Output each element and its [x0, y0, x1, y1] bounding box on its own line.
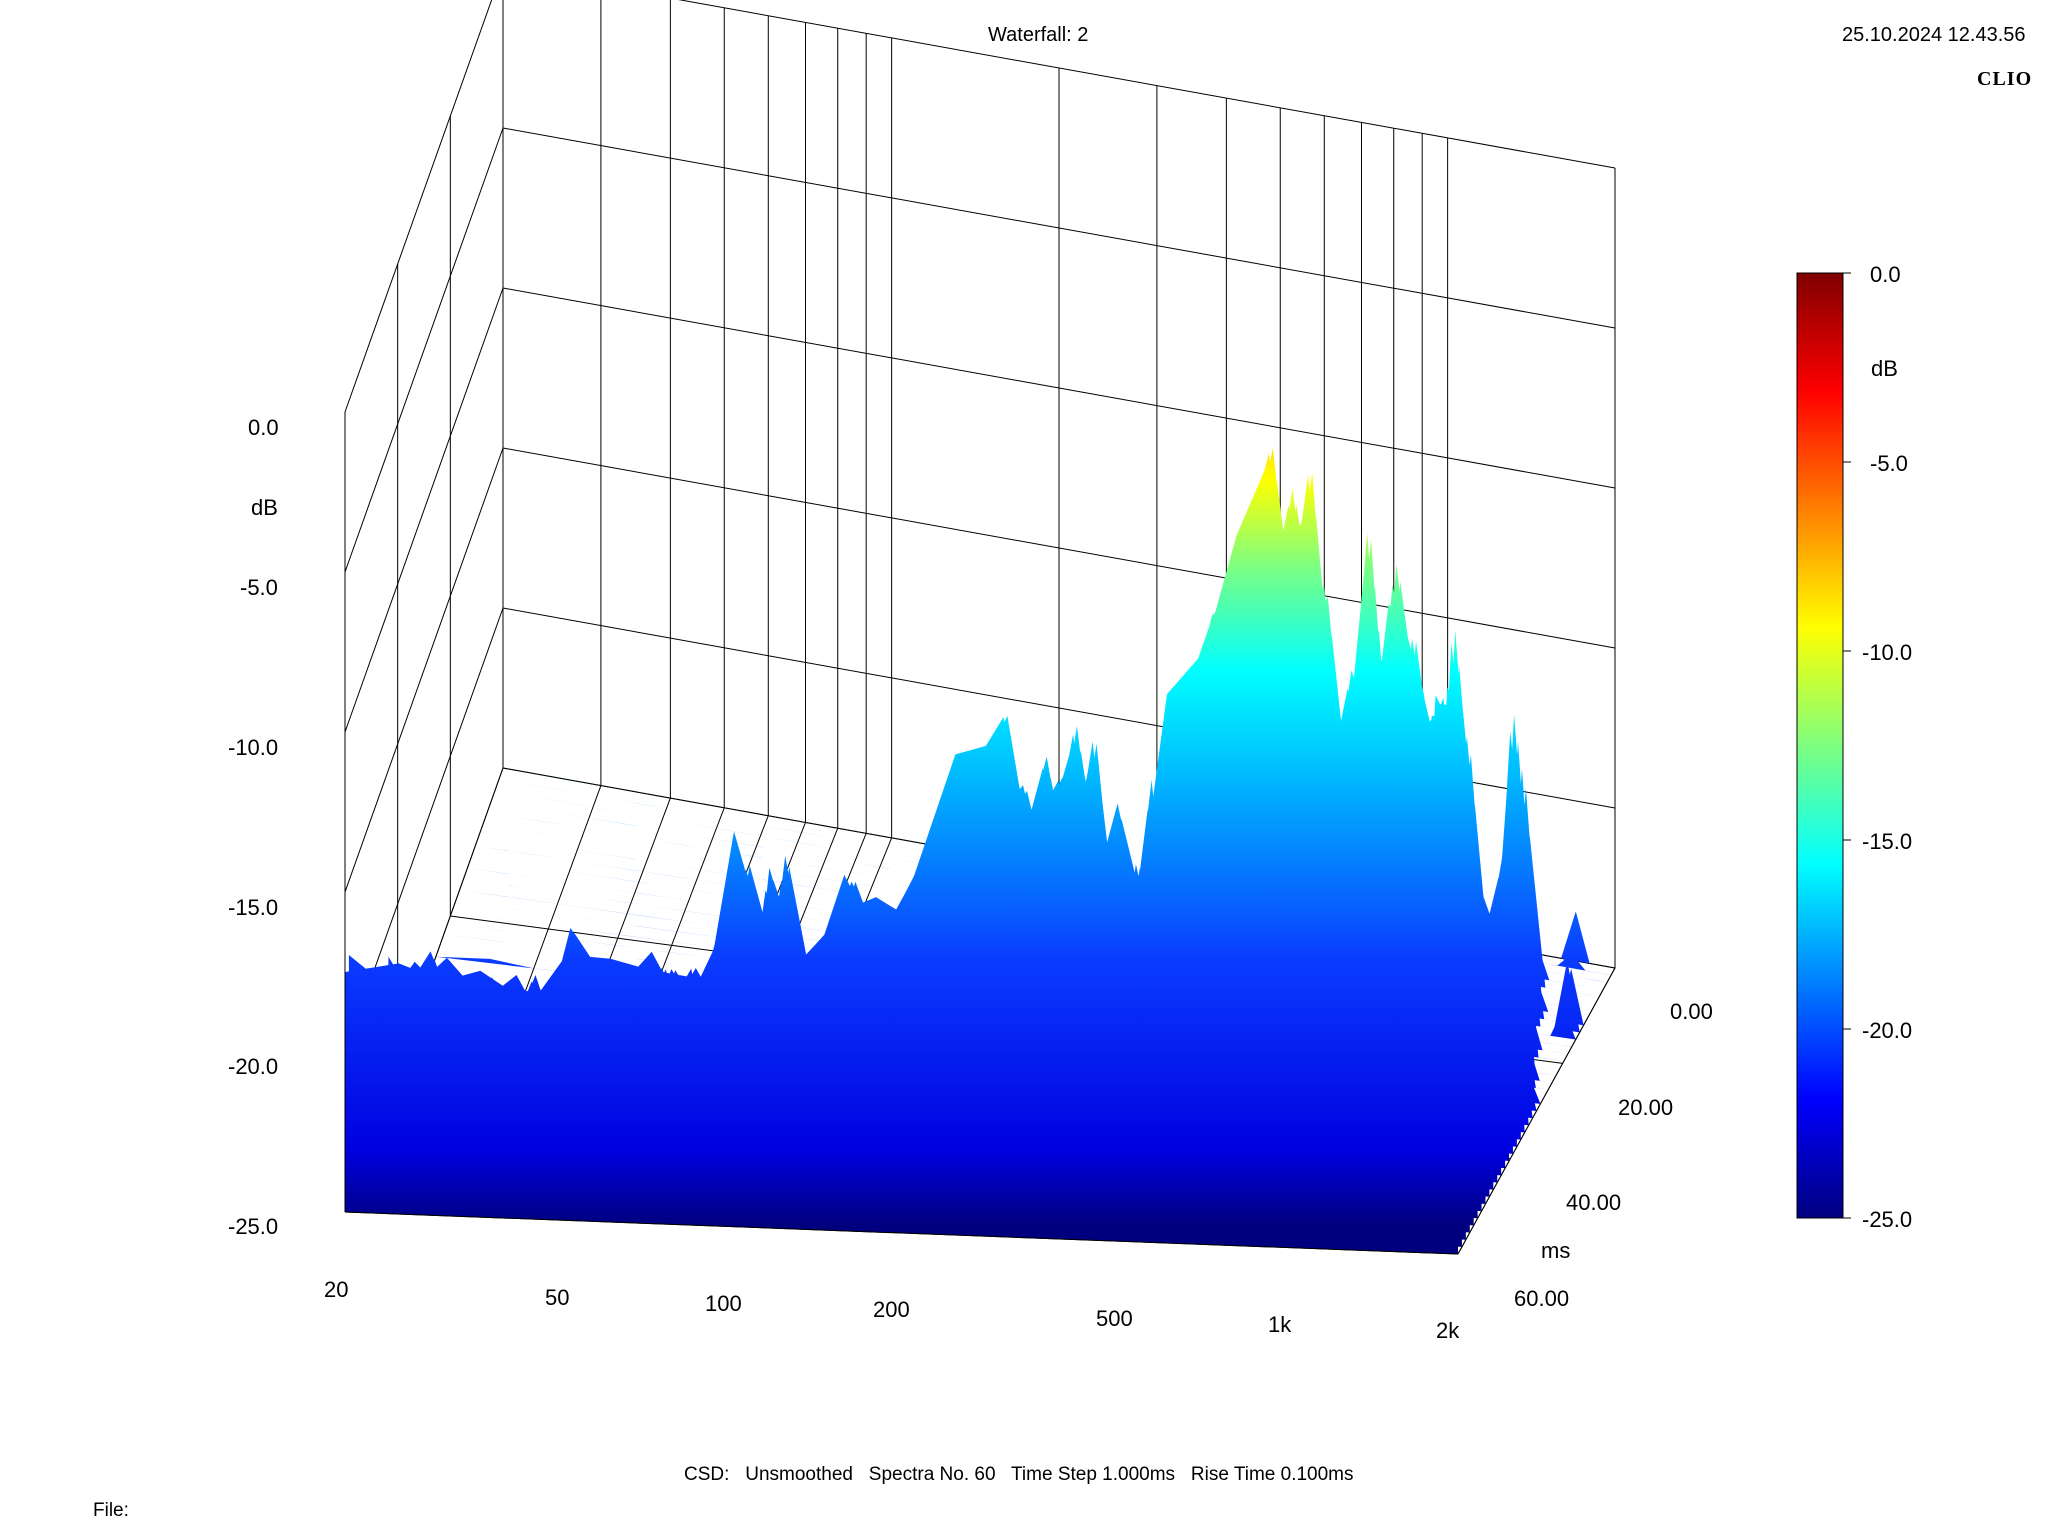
cbar-tick-2: -10.0 [1862, 640, 1913, 665]
z-tick-0: 0.0 [248, 415, 279, 440]
file-label: File: [93, 1500, 129, 1521]
time-axis-line [1457, 967, 1616, 1255]
cbar-tick-1: -5.0 [1870, 451, 1908, 476]
cbar-unit: dB [1871, 356, 1898, 381]
x-tick-200: 200 [873, 1297, 910, 1322]
front-axis-line [344, 1211, 1459, 1255]
cbar-tick-5: -25.0 [1862, 1207, 1913, 1232]
t-tick-20: 20.00 [1618, 1095, 1674, 1120]
time-axis-unit: ms [1541, 1238, 1571, 1263]
side-wall-dB-line [344, 127, 504, 573]
x-tick-2k: 2k [1436, 1318, 1460, 1343]
colorbar-ticks [1843, 272, 1851, 1219]
z-tick-3: -15.0 [228, 895, 279, 920]
t-tick-40: 40.00 [1566, 1190, 1622, 1215]
x-tick-500: 500 [1096, 1306, 1133, 1331]
x-tick-50: 50 [545, 1285, 570, 1310]
z-tick-5: -25.0 [228, 1214, 279, 1239]
side-wall-dB-line [344, 447, 504, 893]
x-tick-100: 100 [705, 1291, 742, 1316]
z-tick-4: -20.0 [228, 1054, 279, 1079]
side-wall-dB-line [344, 0, 493, 413]
axis-frame [344, 412, 1616, 1255]
waterfall-surface [345, 447, 1615, 1254]
brand-logo: CLIO [1977, 68, 2033, 90]
csd-info: CSD: Unsmoothed Spectra No. 60 Time Step… [684, 1464, 1354, 1485]
z-axis-unit: dB [251, 495, 278, 520]
chart-title: Waterfall: 2 [988, 24, 1089, 46]
cbar-tick-4: -20.0 [1862, 1018, 1913, 1043]
t-tick-0: 0.00 [1670, 999, 1713, 1024]
datetime-stamp: 25.10.2024 12.43.56 [1842, 24, 2026, 46]
spectrum-slice [491, 801, 1604, 990]
z-tick-2: -10.0 [228, 735, 279, 760]
cbar-tick-0: 0.0 [1870, 262, 1901, 287]
x-tick-20: 20 [324, 1277, 349, 1302]
z-tick-1: -5.0 [240, 575, 278, 600]
cbar-tick-3: -15.0 [1862, 829, 1913, 854]
t-tick-60: 60.00 [1514, 1286, 1570, 1311]
colorbar [1796, 272, 1844, 1219]
spectrum-slice [345, 469, 1458, 1254]
side-wall-dB-line [344, 287, 504, 733]
x-tick-1k: 1k [1268, 1312, 1292, 1337]
